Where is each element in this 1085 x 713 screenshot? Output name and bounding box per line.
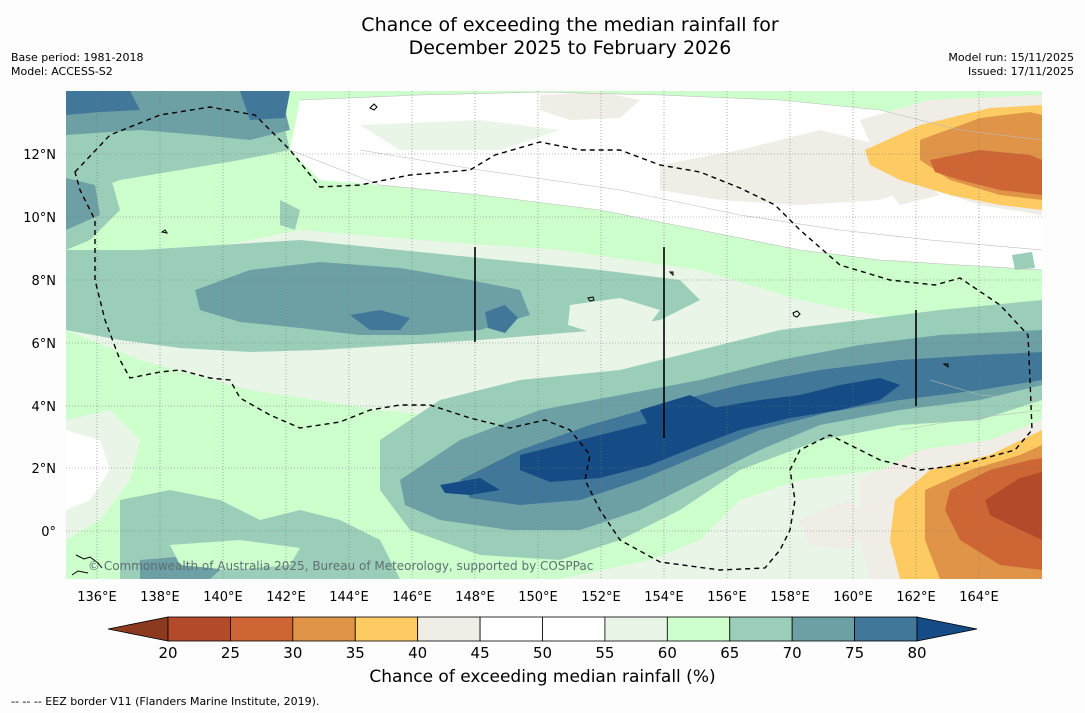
title-line-1: Chance of exceeding the median rainfall … (361, 14, 779, 36)
colorbar-tick-label: 50 (533, 644, 552, 662)
colorbar-segment (791, 616, 855, 642)
colorbar-segment (729, 616, 793, 642)
colorbar-tick-label: 65 (720, 644, 739, 662)
lat-label: 10°N (23, 211, 56, 226)
colorbar-segment (479, 616, 543, 642)
colorbar-label: Chance of exceeding median rainfall (%) (369, 667, 716, 687)
eez-border (74, 106, 1033, 571)
meta-right: Model run: 15/11/2025 Issued: 17/11/2025 (948, 51, 1074, 79)
gridlines (66, 91, 1042, 579)
lon-label: 150°E (518, 590, 558, 605)
colorbar: 20 25 30 35 40 45 50 55 60 65 70 75 80 (107, 616, 978, 662)
colorbar-segment (666, 616, 731, 642)
base-period: Base period: 1981-2018 (11, 51, 144, 64)
contour-fill (66, 91, 1042, 579)
lon-label: 148°E (455, 590, 495, 605)
lat-label: 2°N (32, 462, 57, 477)
model-name: Model: ACCESS-S2 (11, 65, 113, 78)
lon-label: 158°E (770, 590, 810, 605)
latitude-labels: 12°N 10°N 8°N 6°N 4°N 2°N 0° (23, 148, 56, 540)
meta-left: Base period: 1981-2018 Model: ACCESS-S2 (11, 51, 143, 79)
colorbar-title: Chance of exceeding median rainfall (%) (0, 667, 1085, 687)
colorbar-tick-label: 20 (158, 644, 177, 662)
colorbar-segment (292, 616, 356, 642)
lon-label: 154°E (644, 590, 684, 605)
colorbar-segment (417, 616, 481, 642)
lon-label: 162°E (896, 590, 936, 605)
lon-label: 138°E (140, 590, 180, 605)
longitude-labels: 136°E 138°E 140°E 142°E 144°E 146°E 148°E 150°E… (77, 590, 999, 605)
lon-label: 146°E (392, 590, 432, 605)
colorbar-tick-label: 45 (471, 644, 490, 662)
lat-label: 0° (41, 525, 56, 540)
lat-label: 4°N (32, 400, 57, 415)
contour-lines (289, 91, 1042, 431)
colorbar-low-extend (107, 616, 169, 642)
footnote-eez: -- -- -- EEZ border V11 (Flanders Marine… (11, 695, 320, 708)
colorbar-high-extend (916, 616, 978, 642)
colorbar-tick-label: 25 (221, 644, 240, 662)
issued-date: Issued: 17/11/2025 (967, 65, 1074, 78)
lon-label: 160°E (833, 590, 873, 605)
copyright-text: © Commonwealth of Australia 2025, Bureau… (88, 559, 593, 573)
model-run-date: Model run: 15/11/2025 (948, 51, 1074, 64)
lon-label: 156°E (707, 590, 747, 605)
colorbar-tick-label: 35 (346, 644, 365, 662)
lon-label: 164°E (959, 590, 999, 605)
colorbar-tick-label: 30 (283, 644, 302, 662)
lon-label: 136°E (77, 590, 117, 605)
map-title: Chance of exceeding the median rainfall … (0, 14, 1085, 60)
colorbar-segment (542, 616, 606, 642)
lon-label: 140°E (203, 590, 243, 605)
colorbar-tick-label: 80 (907, 644, 926, 662)
lat-label: 6°N (32, 337, 57, 352)
title-line-2: December 2025 to February 2026 (408, 37, 732, 59)
colorbar-tick-label: 70 (783, 644, 802, 662)
colorbar-segment (354, 616, 419, 642)
colorbar-segment (854, 616, 918, 642)
colorbar-tick-label: 75 (845, 644, 864, 662)
colorbar-tick-label: 40 (408, 644, 427, 662)
colorbar-segment (604, 616, 668, 642)
colorbar-tick-label: 55 (595, 644, 614, 662)
marker-lines (474, 247, 917, 438)
islands (71, 103, 949, 576)
colorbar-tick-label: 60 (658, 644, 677, 662)
lat-label: 12°N (23, 148, 56, 163)
lon-label: 144°E (329, 590, 369, 605)
lat-label: 8°N (32, 274, 57, 289)
lon-label: 142°E (266, 590, 306, 605)
colorbar-segment (167, 616, 231, 642)
colorbar-segment (230, 616, 294, 642)
lon-label: 152°E (581, 590, 621, 605)
